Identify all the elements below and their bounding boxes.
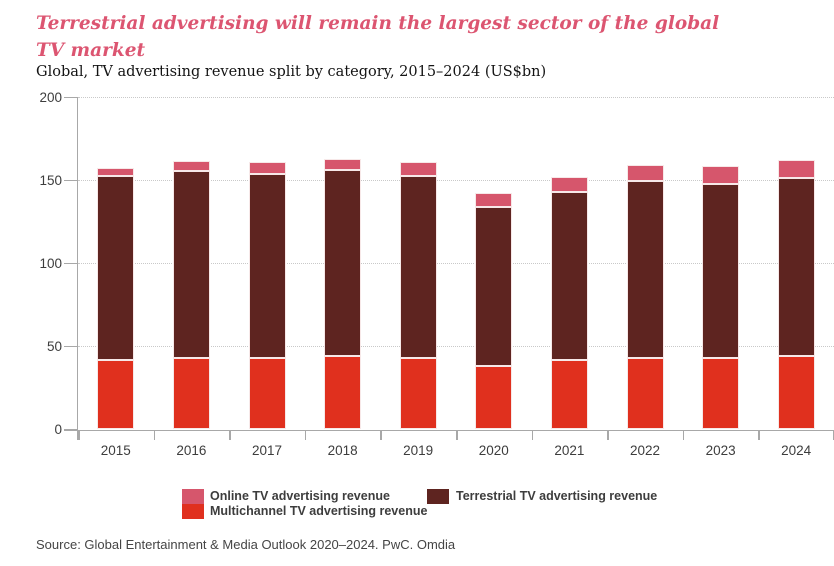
legend-swatch-multichannel: [182, 504, 204, 519]
x-tick-6: [531, 429, 534, 440]
x-category-label-2024: 2024: [781, 443, 812, 458]
bar-segment-2019: [399, 175, 437, 359]
bar-segment-2018: [324, 158, 362, 170]
bar-segment-2022: [626, 164, 664, 182]
bar-segment-2016: [172, 170, 210, 359]
x-category-label-2018: 2018: [327, 443, 358, 458]
bar-segment-2015: [97, 168, 135, 177]
x-tick-2: [229, 429, 231, 440]
y-tick-label-100: 100: [39, 255, 62, 271]
bar-segment-2024: [777, 159, 815, 178]
bar-segment-2021: [550, 359, 588, 430]
legend-label-online: Online TV advertising revenue: [210, 489, 390, 503]
bar-segment-2016: [172, 160, 210, 171]
bar-segment-2021: [550, 177, 588, 193]
bar-segment-2024: [777, 178, 815, 357]
bar-segment-2020: [475, 366, 513, 430]
bar-segment-2019: [399, 162, 437, 176]
bar-segment-2018: [324, 356, 362, 430]
legend-swatch-terrestrial: [427, 489, 449, 504]
x-tick-10: [832, 429, 834, 440]
x-tick-4: [380, 429, 382, 440]
chart-title-line2: TV market: [36, 40, 146, 61]
bar-segment-2015: [97, 359, 135, 430]
gridline-200: [78, 96, 834, 98]
bar-segment-2017: [248, 162, 286, 174]
bar-segment-2016: [172, 358, 210, 430]
legend-label-terrestrial: Terrestrial TV advertising revenue: [456, 489, 658, 503]
y-tick-label-0: 0: [54, 421, 62, 437]
bar-segment-2024: [777, 356, 815, 430]
gridline-50: [78, 345, 834, 347]
x-tick-9: [758, 429, 760, 440]
x-category-label-2016: 2016: [176, 443, 207, 458]
bar-segment-2018: [324, 169, 362, 357]
legend-label-multichannel: Multichannel TV advertising revenue: [210, 504, 428, 518]
x-tick-0: [78, 429, 80, 440]
y-axis-line: [76, 97, 78, 440]
chart-title-line1: Terrestrial advertising will remain the …: [36, 13, 720, 34]
y-tick-label-150: 150: [39, 172, 62, 188]
x-axis-line: [64, 429, 834, 431]
chart-subtitle: Global, TV advertising revenue split by …: [36, 64, 547, 80]
x-category-label-2022: 2022: [629, 443, 661, 458]
x-category-label-2020: 2020: [478, 443, 509, 458]
bar-segment-2019: [399, 358, 437, 430]
bar-segment-2020: [475, 207, 513, 367]
y-tick-100: [64, 262, 78, 265]
x-tick-8: [682, 429, 685, 440]
x-category-label-2015: 2015: [100, 443, 131, 458]
x-category-label-2021: 2021: [554, 443, 585, 458]
bar-segment-2017: [248, 358, 286, 430]
bar-segment-2015: [97, 176, 135, 360]
y-tick-0: [64, 428, 78, 431]
y-tick-label-200: 200: [39, 89, 62, 105]
y-tick-label-50: 50: [46, 338, 62, 354]
source-note: Source: Global Entertainment & Media Out…: [36, 537, 456, 552]
bar-segment-2022: [626, 358, 664, 430]
legend-swatch-online: [182, 489, 204, 504]
bar-segment-2023: [702, 165, 740, 184]
gridline-100: [78, 262, 834, 264]
bar-segment-2017: [248, 173, 286, 359]
y-tick-150: [64, 179, 78, 182]
y-tick-50: [64, 345, 78, 348]
gridline-150: [78, 179, 834, 181]
x-category-label-2017: 2017: [251, 443, 283, 458]
x-tick-7: [607, 429, 609, 440]
x-category-label-2019: 2019: [403, 443, 434, 458]
bar-segment-2022: [626, 181, 664, 359]
y-tick-200: [64, 96, 78, 99]
bar-segment-2021: [550, 192, 588, 360]
x-tick-1: [153, 429, 156, 440]
chart-title: Terrestrial advertising will remain the …: [36, 10, 822, 64]
x-category-label-2023: 2023: [705, 443, 736, 458]
bar-segment-2023: [702, 358, 740, 430]
bar-segment-2020: [475, 192, 513, 208]
x-tick-5: [456, 429, 458, 440]
bar-segment-2023: [702, 183, 740, 359]
x-tick-3: [304, 429, 307, 440]
